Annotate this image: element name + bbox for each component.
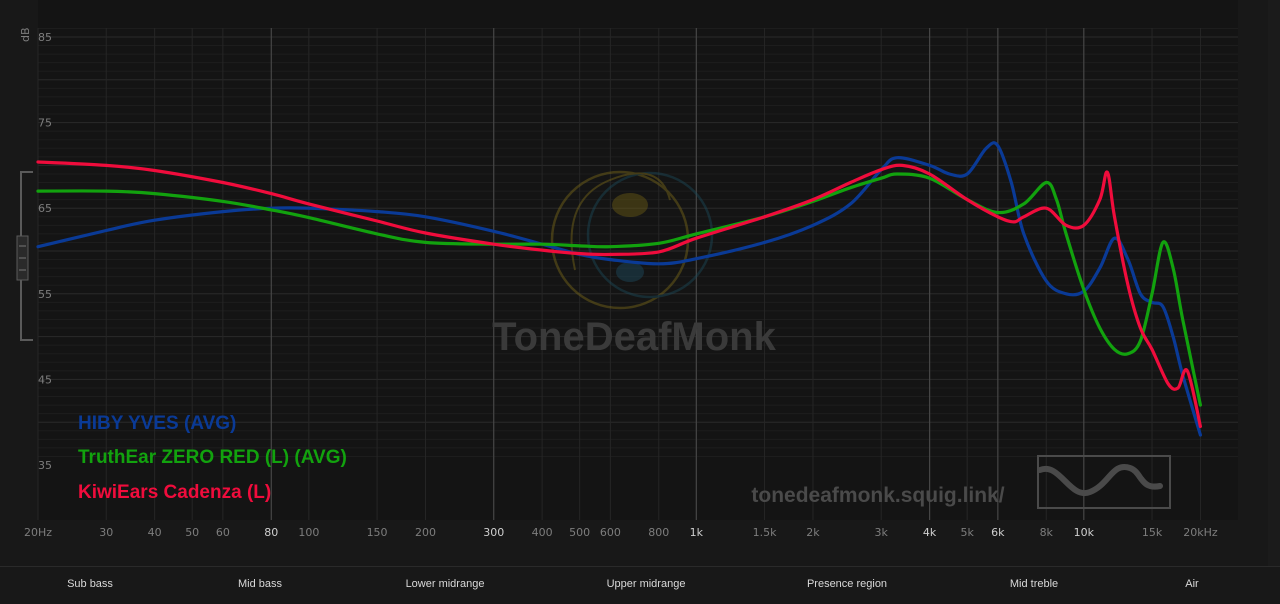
frequency-regions-bar: Sub bass Mid bass Lower midrange Upper m…: [0, 567, 1280, 604]
legend-item-truthear-zero-red[interactable]: TruthEar ZERO RED (L) (AVG): [78, 447, 347, 468]
watermark-brand: ToneDeafMonk: [492, 315, 776, 359]
x-tick-label: 2k: [806, 526, 820, 539]
x-tick-label: 200: [415, 526, 436, 539]
region-sub-bass: Sub bass: [67, 578, 113, 590]
x-tick-label: 800: [648, 526, 669, 539]
x-tick-label: 100: [298, 526, 319, 539]
x-tick-label: 8k: [1040, 526, 1054, 539]
legend-item-kiwiears-cadenza[interactable]: KiwiEars Cadenza (L): [78, 482, 271, 503]
x-tick-label: 500: [569, 526, 590, 539]
y-scale-handle[interactable]: [16, 171, 33, 341]
x-tick-label: 4k: [923, 526, 937, 539]
x-tick-label: 150: [367, 526, 388, 539]
x-tick-label: 400: [532, 526, 553, 539]
squiggle-badge-icon: [1037, 455, 1171, 509]
x-tick-label: 15k: [1142, 526, 1163, 539]
x-tick-label: 20kHz: [1183, 526, 1218, 539]
x-tick-label: 600: [600, 526, 621, 539]
scrollbar-track[interactable]: [1268, 0, 1280, 566]
y-tick-label: 75: [38, 117, 52, 130]
y-axis-ticks: 85 75 65 55 45 35: [38, 31, 52, 472]
y-tick-label: 55: [38, 288, 52, 301]
x-tick-label: 80: [264, 526, 278, 539]
curve-hiby-yves[interactable]: [36, 141, 1202, 437]
x-tick-label: 10k: [1074, 526, 1095, 539]
x-tick-label: 1.5k: [753, 526, 777, 539]
curve-kiwiears-cadenza[interactable]: [36, 160, 1202, 429]
region-lower-midrange: Lower midrange: [405, 578, 485, 590]
x-tick-label: 300: [483, 526, 504, 539]
x-tick-label: 30: [99, 526, 113, 539]
y-axis-label: dB: [19, 27, 32, 42]
region-presence: Presence region: [806, 578, 888, 590]
region-upper-midrange: Upper midrange: [606, 578, 686, 590]
y-tick-label: 35: [38, 459, 52, 472]
monk-logo-watermark: [550, 170, 714, 310]
y-tick-label: 65: [38, 202, 52, 215]
legend: HIBY YVES (AVG) TruthEar ZERO RED (L) (A…: [78, 413, 347, 503]
x-tick-label: 6k: [991, 526, 1005, 539]
region-mid-bass: Mid bass: [237, 578, 283, 590]
y-tick-label: 45: [38, 373, 52, 386]
x-tick-label: 20Hz: [24, 526, 52, 539]
frequency-response-graph: ToneDeafMonk tonedeafmonk.squig.link/ 85…: [16, 27, 1238, 539]
divider: [0, 566, 1280, 567]
curve-truthear-zero-red[interactable]: [36, 172, 1202, 407]
region-air: Air: [1185, 578, 1199, 590]
x-tick-label: 40: [148, 526, 162, 539]
x-tick-label: 5k: [960, 526, 974, 539]
curves: [36, 141, 1202, 437]
x-tick-label: 1k: [690, 526, 704, 539]
x-axis-ticks: 20Hz 30 40 50 60 80 100 150 200 300 400 500 600 800 1k…: [24, 526, 1218, 539]
y-tick-label: 85: [38, 31, 52, 44]
watermark-url: tonedeafmonk.squig.link/: [751, 484, 1004, 507]
x-tick-label: 60: [216, 526, 230, 539]
region-mid-treble: Mid treble: [1009, 578, 1059, 590]
x-tick-label: 50: [185, 526, 199, 539]
x-tick-label: 3k: [875, 526, 889, 539]
legend-item-hiby-yves[interactable]: HIBY YVES (AVG): [78, 413, 236, 434]
